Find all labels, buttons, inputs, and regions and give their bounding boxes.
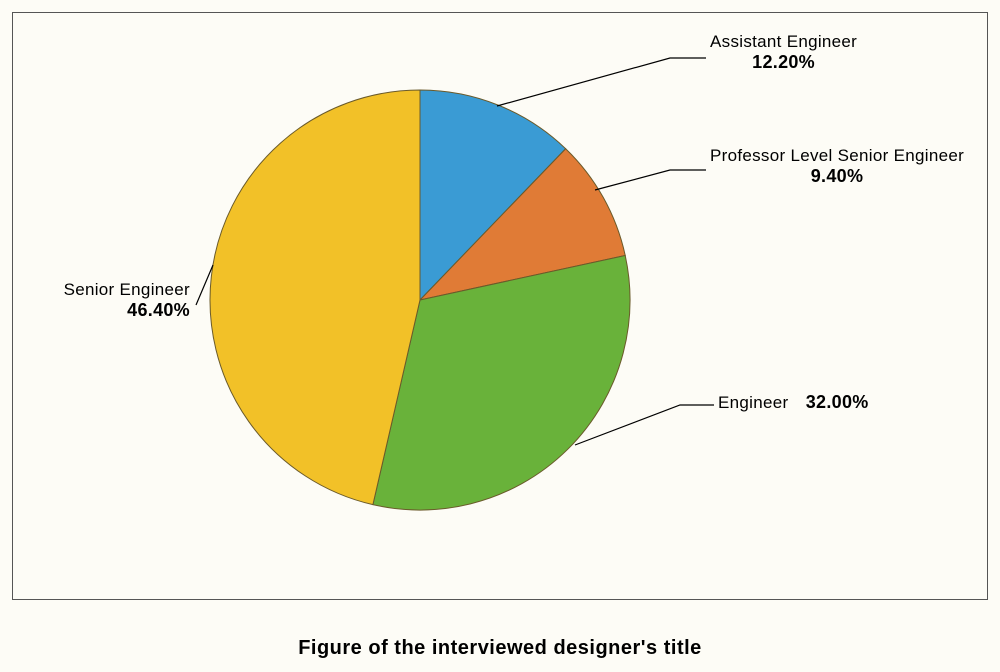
figure-caption: Figure of the interviewed designer's tit… [0,637,1000,660]
slice-label: Engineer 32.00% [718,392,869,413]
slice-label-row: Engineer 32.00% [718,392,869,413]
slice-label-percent: 46.40% [64,300,190,321]
leader-line [595,170,706,190]
slice-label-text: Professor Level Senior Engineer [710,146,964,166]
slice-label-percent: 9.40% [710,166,964,187]
slice-label-percent: 32.00% [806,392,869,412]
slice-label: Assistant Engineer12.20% [710,32,857,73]
leader-line [497,58,706,106]
slice-label-text: Assistant Engineer [710,32,857,52]
slice-label: Professor Level Senior Engineer9.40% [710,146,964,187]
slice-label-text: Engineer [718,393,806,412]
slice-label-percent: 12.20% [710,52,857,73]
pie-chart-svg [0,0,1000,672]
slice-label-text: Senior Engineer [64,280,190,300]
slice-label: Senior Engineer46.40% [64,280,190,321]
